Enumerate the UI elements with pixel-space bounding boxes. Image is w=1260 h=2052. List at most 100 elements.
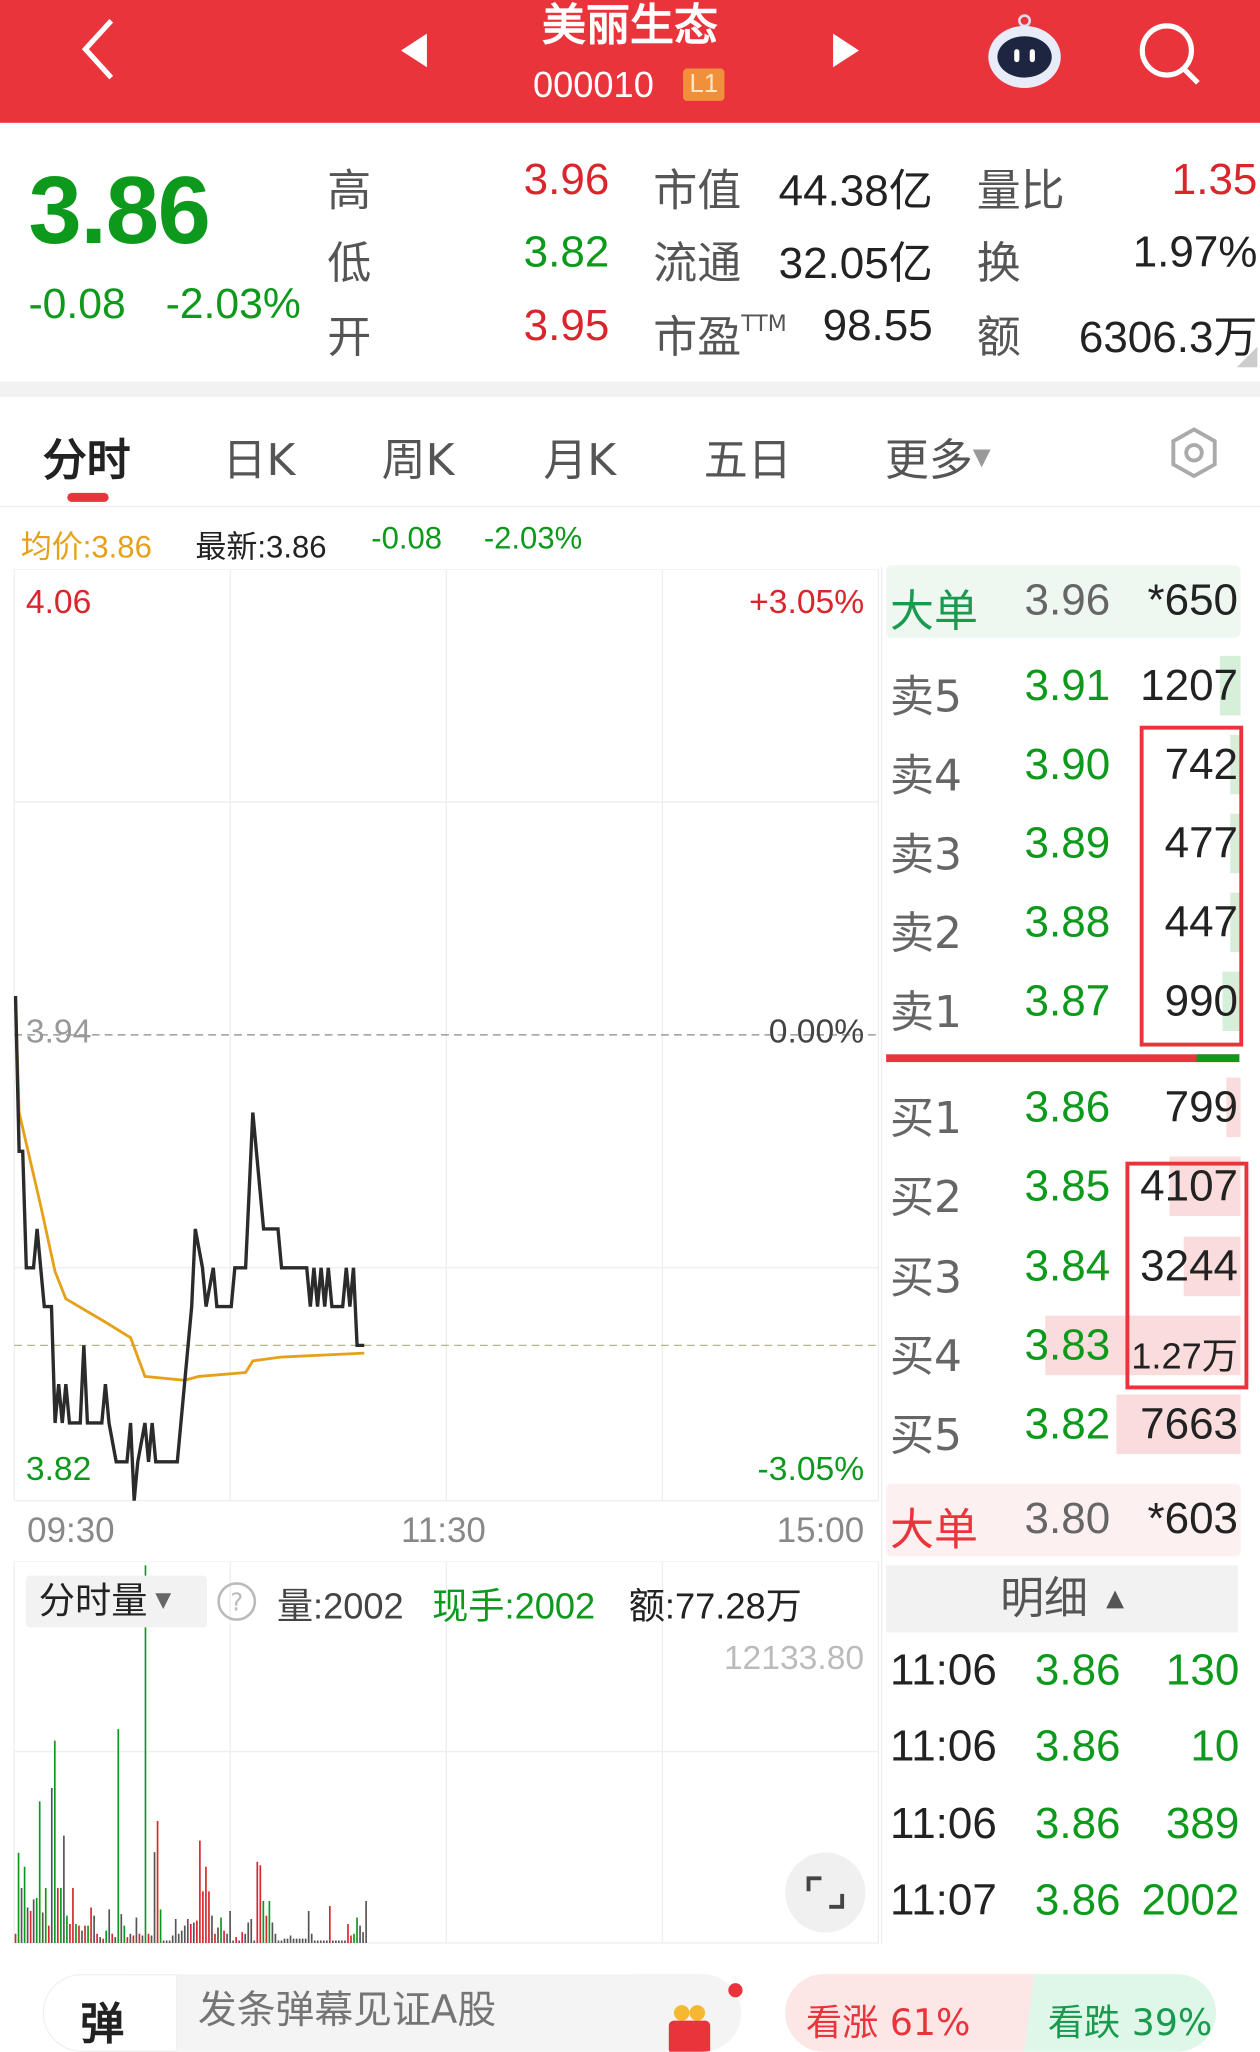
float-cap-value: 32.05亿 <box>779 228 933 291</box>
bid-label: 买3 <box>890 1242 962 1305</box>
open-value: 3.95 <box>524 301 610 351</box>
search-icon[interactable] <box>1133 18 1205 90</box>
fullscreen-button[interactable] <box>785 1852 865 1932</box>
danmu-toggle-button[interactable]: 弹 <box>43 1974 178 2052</box>
big-order-volume: *650 <box>1147 576 1238 626</box>
bullish-button[interactable]: 看涨 61% <box>785 1974 1034 2052</box>
bid-price: 3.86 <box>1025 1083 1111 1133</box>
highlight-box-asks <box>1140 726 1243 1047</box>
tab-daily-k[interactable]: 日K <box>223 424 296 487</box>
bid-label: 买2 <box>890 1162 962 1225</box>
caret-up-icon: ▲ <box>1106 1585 1124 1612</box>
bearish-button[interactable]: 看跌 39% <box>1035 1974 1216 2052</box>
x-tick-midday: 11:30 <box>401 1511 486 1551</box>
highlight-box-bids <box>1125 1162 1248 1390</box>
sell-ratio-segment <box>1197 1054 1239 1062</box>
big-buy-order-row[interactable]: 大单 3.80 *603 <box>886 1484 1240 1556</box>
expand-corner-icon[interactable] <box>1237 347 1258 368</box>
trade-time: 11:06 <box>890 1722 997 1772</box>
market-cap-label: 市值 <box>653 155 741 218</box>
high-value: 3.96 <box>524 155 610 205</box>
bullish-label: 看涨 61% <box>806 1995 970 2047</box>
big-order-volume: *603 <box>1147 1494 1238 1544</box>
intraday-price-chart[interactable] <box>0 569 880 1503</box>
trade-time: 11:06 <box>890 1799 997 1849</box>
pct-tick-low: -3.05% <box>758 1449 865 1489</box>
pct-tick-high: +3.05% <box>749 582 864 622</box>
big-sell-order-row[interactable]: 大单 3.96 *650 <box>886 565 1240 637</box>
volume-amount-value: 额:77.28万 <box>629 1578 802 1630</box>
panel-divider <box>881 567 882 1945</box>
bid-row-5[interactable]: 买5 3.82 7663 <box>886 1389 1240 1461</box>
current-hand-value: 现手:2002 <box>432 1578 595 1630</box>
tab-monthly-k[interactable]: 月K <box>543 424 616 487</box>
chart-grid <box>14 569 878 1500</box>
volume-ratio-value: 1.35 <box>1172 155 1258 205</box>
ask-label: 卖3 <box>890 819 962 882</box>
svg-text:?: ? <box>230 1588 243 1617</box>
trade-row: 11:06 3.86 389 <box>890 1799 1242 1874</box>
buy-sell-ratio-bar <box>886 1054 1239 1062</box>
active-tab-indicator <box>67 493 108 502</box>
trade-price: 3.86 <box>1035 1876 1121 1926</box>
notification-dot <box>728 1983 742 1997</box>
trade-price: 3.86 <box>1035 1722 1121 1772</box>
trade-price: 3.86 <box>1035 1645 1121 1695</box>
bid-label: 买5 <box>890 1400 962 1463</box>
tab-more[interactable]: 更多▼ <box>885 424 991 487</box>
caret-down-icon: ▼ <box>155 1587 171 1612</box>
gift-icon[interactable] <box>664 2003 716 2052</box>
ask-row-5[interactable]: 卖5 3.91 1207 <box>886 651 1240 723</box>
turnover-value: 1.97% <box>1133 228 1258 278</box>
last-price: 3.86 <box>28 155 209 265</box>
tab-weekly-k[interactable]: 周K <box>382 424 455 487</box>
settings-icon[interactable] <box>1168 426 1220 480</box>
price-change: -0.08 <box>28 279 125 328</box>
ask-label: 卖4 <box>890 740 962 803</box>
bid-price: 3.85 <box>1025 1162 1111 1212</box>
caret-down-icon: ▼ <box>973 444 991 471</box>
x-tick-open: 09:30 <box>27 1511 114 1551</box>
big-order-price: 3.96 <box>1025 576 1111 626</box>
indicator-selector[interactable]: 分时量 ▼ <box>26 1576 207 1628</box>
next-stock-icon[interactable] <box>831 31 862 70</box>
big-order-label: 大单 <box>890 1494 978 1557</box>
amount-label: 额 <box>977 301 1021 364</box>
indicator-selector-label: 分时量 <box>39 1580 148 1623</box>
latest-price: 最新:3.86 <box>195 521 326 566</box>
sentiment-vote: 看涨 61% 看跌 39% <box>785 1974 1216 2052</box>
pe-ttm-sup: TTM <box>741 311 786 337</box>
help-icon[interactable]: ? <box>216 1581 257 1622</box>
top-bar: 美丽生态 000010 L1 <box>0 0 1260 123</box>
ask-label: 卖2 <box>890 898 962 961</box>
ask-price: 3.88 <box>1025 898 1111 948</box>
open-label: 开 <box>327 301 371 364</box>
fullscreen-icon <box>785 1852 865 1932</box>
danmu-input-container: 弹 <box>43 1974 742 2052</box>
ask-label: 卖1 <box>890 977 962 1040</box>
trade-volume: 10 <box>1190 1722 1239 1772</box>
ask-price: 3.91 <box>1025 661 1111 711</box>
tab-intraday[interactable]: 分时 <box>43 424 131 487</box>
tab-more-label: 更多 <box>885 435 973 487</box>
tab-divider <box>0 506 1260 507</box>
bid-row-1[interactable]: 买1 3.86 799 <box>886 1072 1240 1144</box>
tab-five-day[interactable]: 五日 <box>704 424 792 487</box>
bid-volume: 7663 <box>1140 1400 1238 1450</box>
volume-ratio-label: 量比 <box>977 155 1065 218</box>
trade-details-toggle[interactable]: 明细▲ <box>886 1565 1238 1632</box>
info-change: -0.08 <box>371 521 442 557</box>
bid-price: 3.83 <box>1025 1321 1111 1371</box>
robot-assistant-icon[interactable] <box>983 13 1066 91</box>
stock-code: 000010 <box>533 65 654 106</box>
bid-volume: 799 <box>1165 1083 1238 1133</box>
amount-value: 6306.3万 <box>1079 301 1258 364</box>
trade-row: 11:06 3.86 10 <box>890 1722 1242 1797</box>
turnover-label: 换 <box>977 228 1021 291</box>
float-cap-label: 流通 <box>653 228 741 291</box>
pe-label: 市盈TTM <box>653 301 786 364</box>
section-divider <box>0 382 1260 398</box>
y-tick-prev-close: 3.94 <box>26 1012 91 1052</box>
ask-price: 3.87 <box>1025 977 1111 1027</box>
market-cap-value: 44.38亿 <box>779 155 933 218</box>
